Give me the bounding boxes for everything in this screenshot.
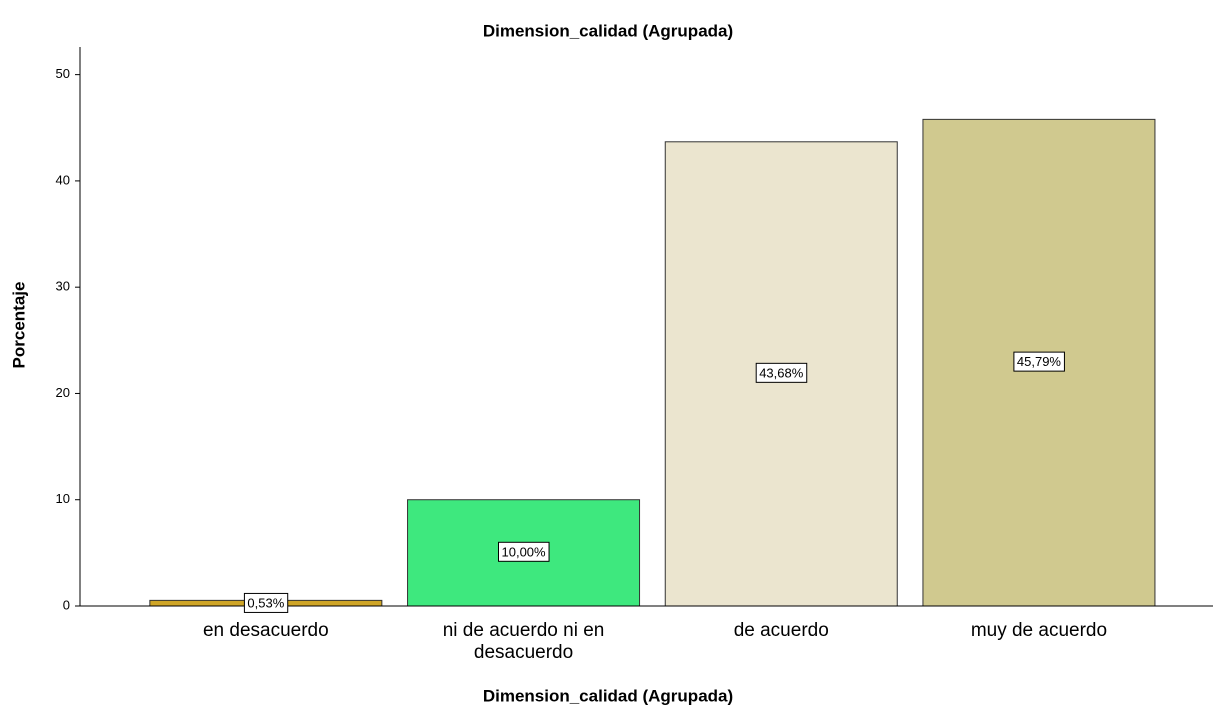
x-tick-label: de acuerdo (733, 620, 829, 641)
y-tick-label: 20 (56, 385, 70, 400)
value-label-box (498, 541, 550, 562)
x-axis-title: Dimension_calidad (Agrupada) (483, 686, 733, 705)
value-label: 10,00% (502, 544, 547, 559)
y-tick-label: 30 (56, 279, 70, 294)
y-tick-label: 40 (56, 172, 70, 187)
value-label-box (755, 362, 808, 383)
y-tick-label: 10 (56, 491, 70, 506)
x-tick-label: muy de acuerdo (970, 620, 1108, 641)
y-tick-label: 50 (56, 66, 70, 81)
y-axis-title: Porcentaje (9, 282, 28, 369)
x-tick-label: en desacuerdo (202, 620, 329, 641)
y-tick-label: 0 (63, 597, 70, 612)
value-label-box (243, 592, 289, 613)
value-label: 0,53% (247, 595, 284, 610)
value-label: 43,68% (759, 365, 804, 380)
chart-title: Dimension_calidad (Agrupada) (483, 21, 733, 40)
value-label-box (1013, 351, 1065, 372)
x-tick-label: ni de acuerdo ni en desacuerdo (442, 620, 605, 663)
value-label: 45,79% (1017, 354, 1062, 369)
